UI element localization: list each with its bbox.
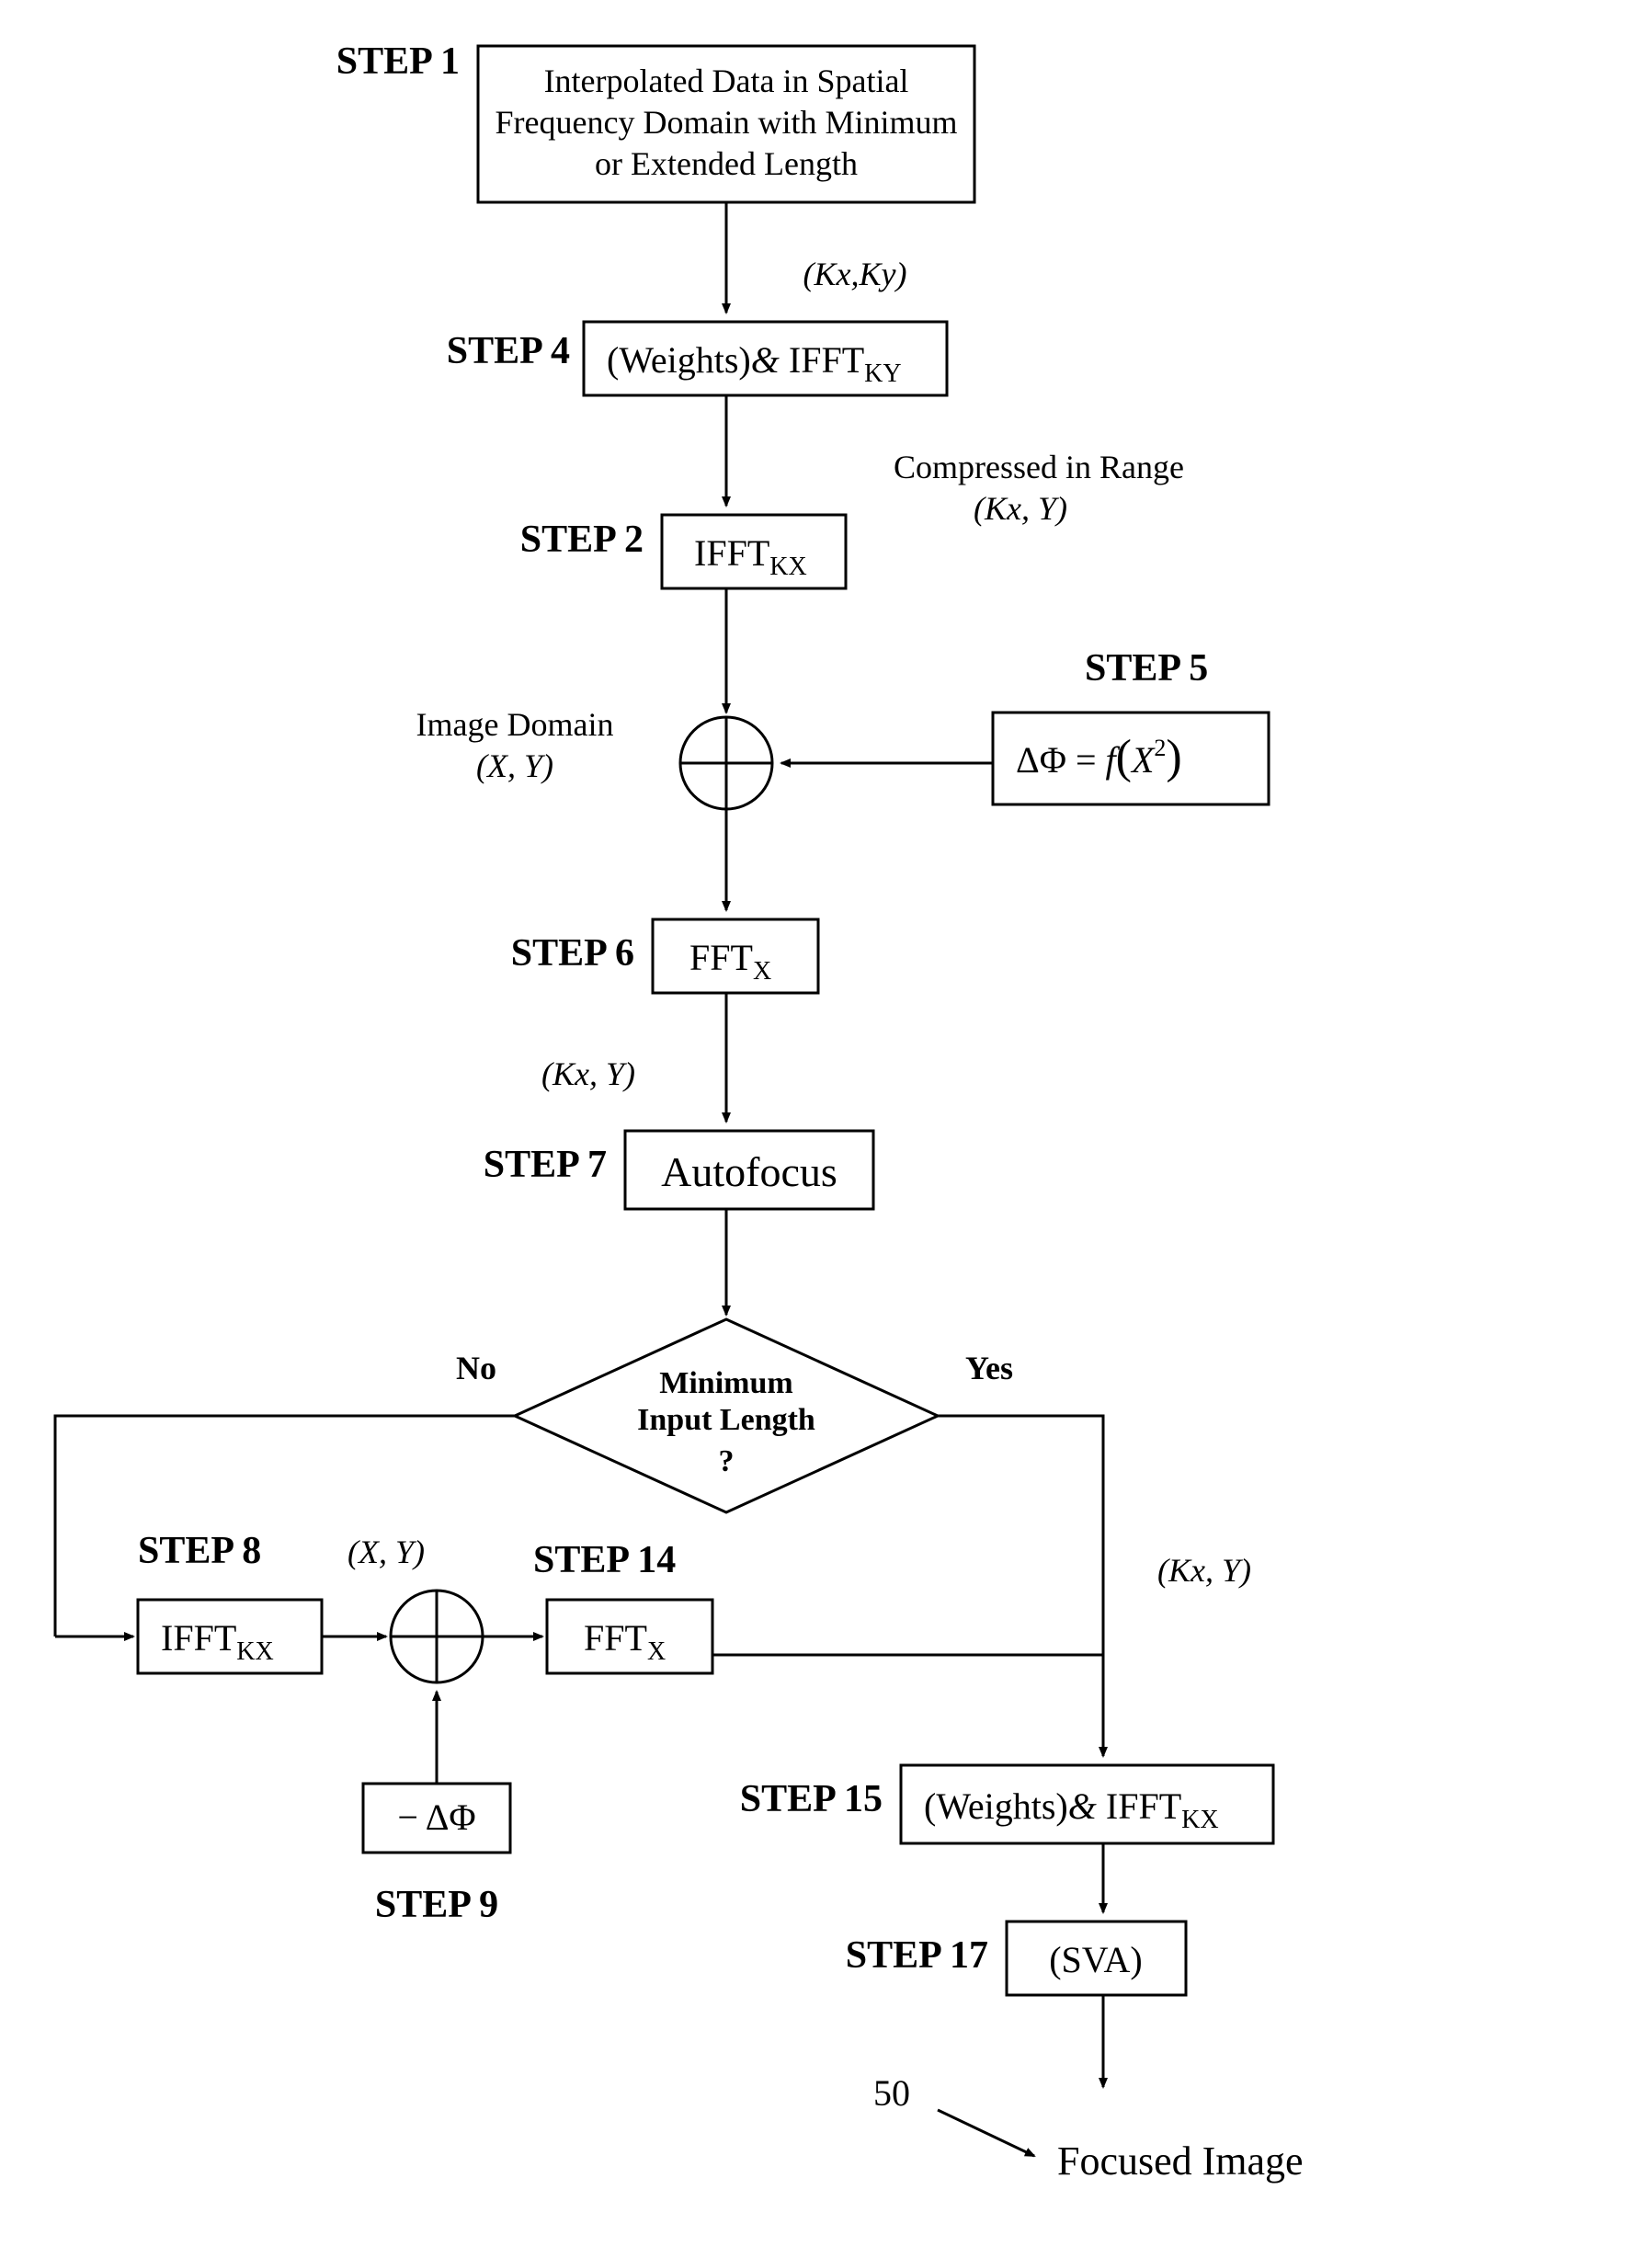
flowchart-canvas: STEP 1 Interpolated Data in Spatial Freq…	[0, 0, 1652, 2258]
ann-kxy1: (Kx, Y)	[974, 490, 1067, 527]
node1-line1: Interpolated Data in Spatial	[544, 63, 909, 99]
ann-kxy3: (Kx, Y)	[1157, 1552, 1251, 1589]
dec-l1: Minimum	[659, 1366, 792, 1400]
step6-label: STEP 6	[511, 932, 634, 975]
ann-imgdom-l1: Image Domain	[416, 706, 614, 743]
step8-label: STEP 8	[138, 1530, 261, 1572]
ann-no: No	[456, 1350, 496, 1386]
fifty-label: 50	[873, 2072, 910, 2114]
ann-kxy2: (Kx, Y)	[541, 1055, 635, 1092]
node7-text: Autofocus	[661, 1148, 837, 1195]
ann-kxky: (Kx,Ky)	[803, 256, 907, 292]
step9-label: STEP 9	[375, 1884, 498, 1926]
node17-text: (SVA)	[1049, 1939, 1143, 1980]
step4-label: STEP 4	[447, 330, 570, 372]
dec-l3: ?	[719, 1444, 735, 1478]
ann-xy: (X, Y)	[347, 1534, 425, 1570]
ann-compressed: Compressed in Range	[894, 449, 1184, 485]
step17-label: STEP 17	[846, 1934, 988, 1977]
node1-line2: Frequency Domain with Minimum	[496, 104, 958, 141]
arrow-50	[938, 2110, 1034, 2156]
step14-label: STEP 14	[533, 1539, 676, 1581]
step5-label: STEP 5	[1085, 647, 1208, 690]
step1-label: STEP 1	[336, 40, 460, 83]
node9-text: − ΔΦ	[397, 1796, 475, 1838]
focused-image-label: Focused Image	[1057, 2138, 1304, 2184]
node1-line3: or Extended Length	[595, 145, 858, 182]
ann-yes: Yes	[965, 1350, 1013, 1386]
step2-label: STEP 2	[520, 519, 644, 561]
step7-label: STEP 7	[484, 1144, 607, 1186]
step15-label: STEP 15	[740, 1778, 883, 1820]
ann-imgdom-l2: (X, Y)	[476, 747, 553, 784]
line-yes	[938, 1416, 1103, 1655]
dec-l2: Input Length	[637, 1403, 815, 1437]
